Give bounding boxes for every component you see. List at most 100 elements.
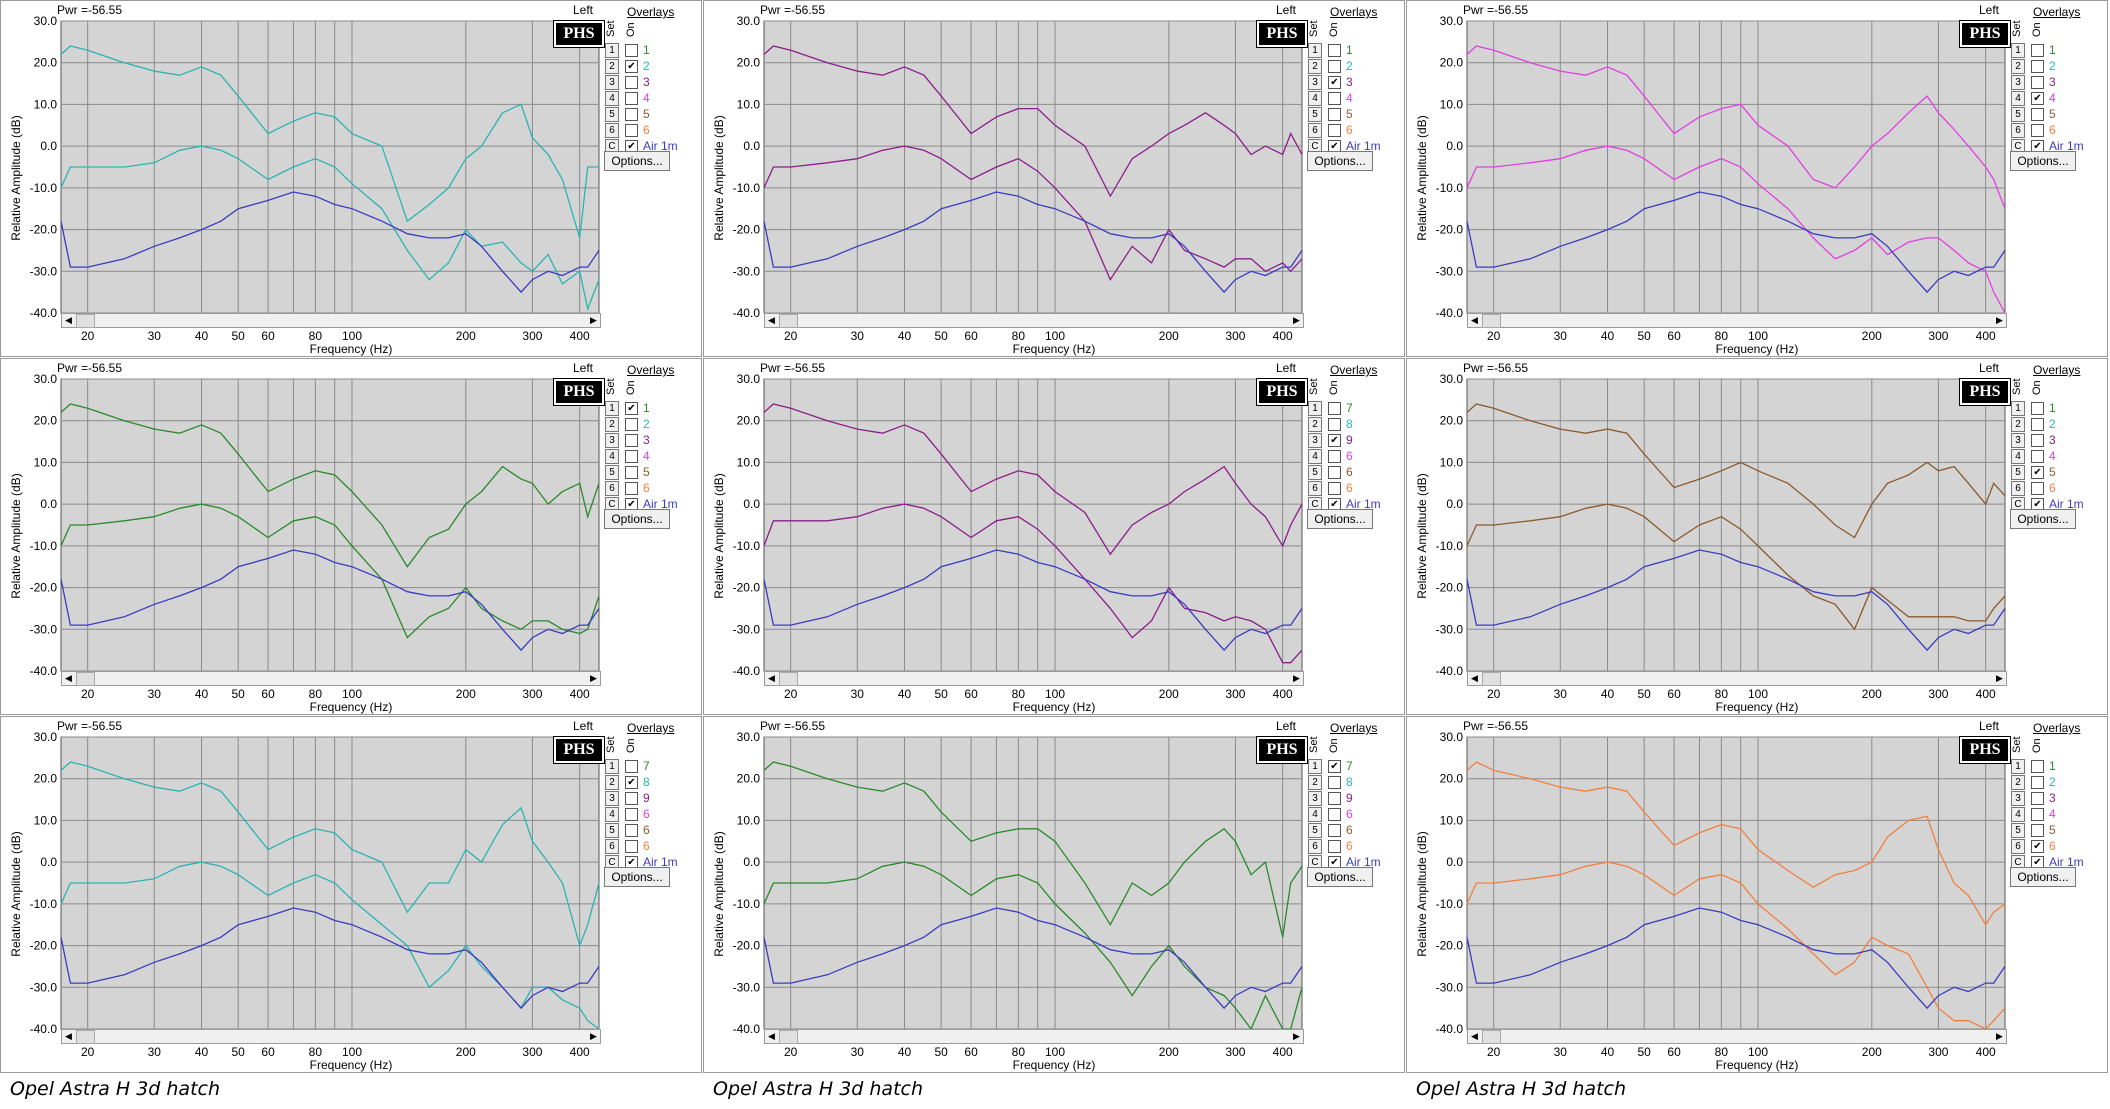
scroll-left-icon[interactable]: ◀ <box>1471 673 1478 683</box>
overlay-set-button[interactable]: 1 <box>2011 43 2025 58</box>
overlay-checkbox[interactable] <box>625 92 638 105</box>
overlay-checkbox[interactable]: ✔ <box>1328 140 1341 153</box>
overlay-checkbox[interactable]: ✔ <box>625 402 638 415</box>
overlay-set-button[interactable]: 2 <box>1308 775 1322 790</box>
overlay-checkbox[interactable] <box>1328 44 1341 57</box>
overlay-set-button[interactable]: 5 <box>1308 107 1322 122</box>
scroll-left-icon[interactable]: ◀ <box>768 673 775 683</box>
overlay-set-button[interactable]: 6 <box>1308 123 1322 138</box>
overlay-set-button[interactable]: 5 <box>2011 107 2025 122</box>
overlay-set-button[interactable]: 2 <box>2011 417 2025 432</box>
overlay-set-button[interactable]: 4 <box>2011 807 2025 822</box>
options-button[interactable]: Options... <box>604 867 670 887</box>
scroll-thumb[interactable] <box>1482 672 1501 686</box>
overlay-set-button[interactable]: 3 <box>605 791 619 806</box>
overlay-checkbox[interactable] <box>625 450 638 463</box>
scroll-right-icon[interactable]: ▶ <box>1293 315 1300 325</box>
overlay-checkbox[interactable] <box>2031 450 2044 463</box>
overlay-checkbox[interactable]: ✔ <box>625 498 638 511</box>
overlay-checkbox[interactable] <box>625 482 638 495</box>
overlay-checkbox[interactable] <box>1328 108 1341 121</box>
overlay-set-button[interactable]: 3 <box>2011 75 2025 90</box>
overlay-set-button[interactable]: 2 <box>2011 59 2025 74</box>
overlay-set-button[interactable]: 3 <box>2011 791 2025 806</box>
scroll-right-icon[interactable]: ▶ <box>1996 1031 2003 1041</box>
overlay-set-button[interactable]: 2 <box>605 59 619 74</box>
overlay-checkbox[interactable]: ✔ <box>625 776 638 789</box>
overlay-set-button[interactable]: 5 <box>1308 823 1322 838</box>
scroll-thumb[interactable] <box>779 1030 798 1044</box>
overlay-checkbox[interactable] <box>625 840 638 853</box>
overlay-set-button[interactable]: 1 <box>1308 759 1322 774</box>
overlay-checkbox[interactable] <box>625 466 638 479</box>
overlay-set-button[interactable]: 4 <box>2011 91 2025 106</box>
options-button[interactable]: Options... <box>1307 151 1373 171</box>
overlay-checkbox[interactable] <box>2031 808 2044 821</box>
overlay-set-button[interactable]: 3 <box>1308 433 1322 448</box>
overlay-set-button[interactable]: 4 <box>1308 807 1322 822</box>
overlay-set-button[interactable]: 3 <box>1308 75 1322 90</box>
overlay-set-button[interactable]: 2 <box>1308 59 1322 74</box>
overlay-set-button[interactable]: 5 <box>605 107 619 122</box>
overlay-set-button[interactable]: 5 <box>2011 465 2025 480</box>
scroll-left-icon[interactable]: ◀ <box>768 1031 775 1041</box>
overlay-set-button[interactable]: 3 <box>605 75 619 90</box>
overlay-checkbox[interactable] <box>625 108 638 121</box>
overlay-set-button[interactable]: 5 <box>605 465 619 480</box>
overlay-set-button[interactable]: 6 <box>1308 839 1322 854</box>
overlay-set-button[interactable]: 2 <box>1308 417 1322 432</box>
overlay-set-button[interactable]: 5 <box>605 823 619 838</box>
overlay-checkbox[interactable] <box>1328 466 1341 479</box>
overlay-set-button[interactable]: 4 <box>605 91 619 106</box>
overlay-set-button[interactable]: 6 <box>2011 839 2025 854</box>
scroll-thumb[interactable] <box>779 672 798 686</box>
overlay-set-button[interactable]: 1 <box>605 401 619 416</box>
scroll-thumb[interactable] <box>1482 314 1501 328</box>
overlay-set-button[interactable]: 3 <box>1308 791 1322 806</box>
overlay-checkbox[interactable] <box>2031 482 2044 495</box>
scroll-right-icon[interactable]: ▶ <box>1293 1031 1300 1041</box>
overlay-set-button[interactable]: 1 <box>2011 759 2025 774</box>
overlay-checkbox[interactable]: ✔ <box>2031 840 2044 853</box>
options-button[interactable]: Options... <box>2010 151 2076 171</box>
overlay-checkbox[interactable] <box>1328 60 1341 73</box>
scroll-left-icon[interactable]: ◀ <box>65 673 72 683</box>
overlay-set-button[interactable]: 1 <box>1308 401 1322 416</box>
overlay-set-button[interactable]: 1 <box>2011 401 2025 416</box>
overlay-checkbox[interactable]: ✔ <box>1328 76 1341 89</box>
options-button[interactable]: Options... <box>2010 867 2076 887</box>
options-button[interactable]: Options... <box>2010 509 2076 529</box>
overlay-set-button[interactable]: 6 <box>1308 481 1322 496</box>
overlay-checkbox[interactable] <box>2031 124 2044 137</box>
options-button[interactable]: Options... <box>1307 509 1373 529</box>
overlay-checkbox[interactable]: ✔ <box>625 60 638 73</box>
overlay-set-button[interactable]: 2 <box>605 775 619 790</box>
overlay-checkbox[interactable] <box>1328 450 1341 463</box>
overlay-checkbox[interactable] <box>1328 124 1341 137</box>
options-button[interactable]: Options... <box>604 151 670 171</box>
overlay-checkbox[interactable]: ✔ <box>625 856 638 869</box>
overlay-checkbox[interactable]: ✔ <box>1328 760 1341 773</box>
overlay-set-button[interactable]: 6 <box>2011 123 2025 138</box>
overlay-checkbox[interactable] <box>2031 108 2044 121</box>
overlay-set-button[interactable]: 2 <box>2011 775 2025 790</box>
scroll-thumb[interactable] <box>76 314 95 328</box>
overlay-set-button[interactable]: 6 <box>605 123 619 138</box>
scroll-right-icon[interactable]: ▶ <box>590 1031 597 1041</box>
horizontal-scrollbar[interactable]: ◀ ▶ <box>1467 1029 2007 1044</box>
overlay-set-button[interactable]: 4 <box>605 449 619 464</box>
scroll-right-icon[interactable]: ▶ <box>1996 673 2003 683</box>
overlay-checkbox[interactable] <box>1328 92 1341 105</box>
overlay-checkbox[interactable] <box>1328 418 1341 431</box>
overlay-set-button[interactable]: C <box>1308 139 1322 154</box>
scroll-left-icon[interactable]: ◀ <box>65 1031 72 1041</box>
overlay-set-button[interactable]: 6 <box>2011 481 2025 496</box>
overlay-checkbox[interactable] <box>2031 60 2044 73</box>
overlay-checkbox[interactable] <box>1328 482 1341 495</box>
horizontal-scrollbar[interactable]: ◀ ▶ <box>61 671 601 686</box>
overlay-checkbox[interactable] <box>1328 402 1341 415</box>
options-button[interactable]: Options... <box>604 509 670 529</box>
overlay-set-button[interactable]: 5 <box>1308 465 1322 480</box>
overlay-checkbox[interactable] <box>2031 418 2044 431</box>
scroll-right-icon[interactable]: ▶ <box>590 673 597 683</box>
